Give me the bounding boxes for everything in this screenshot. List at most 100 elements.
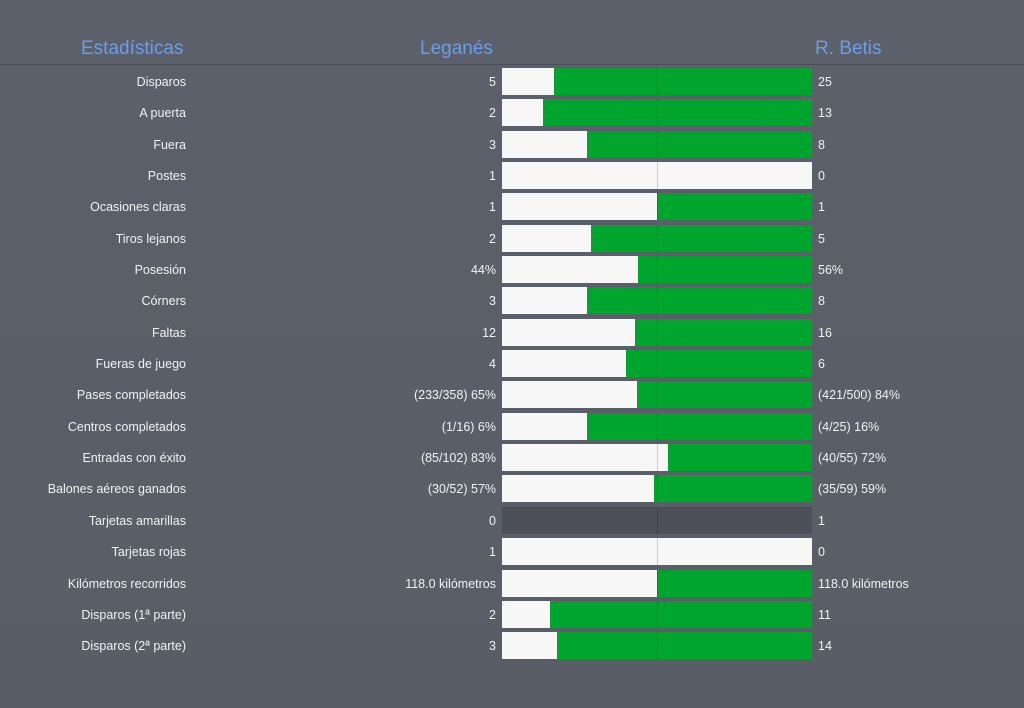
bar-center-line xyxy=(657,287,658,315)
stat-row: Kilómetros recorridos 118.0 kilómetros 118… xyxy=(0,568,1024,599)
stat-label: Entradas con éxito xyxy=(82,451,186,466)
stat-row: Fuera 3 8 xyxy=(0,129,1024,160)
home-team-name[interactable]: Leganés xyxy=(420,38,493,59)
home-value: 2 xyxy=(489,607,496,622)
away-value: 1 xyxy=(818,513,825,528)
away-bar-fill xyxy=(654,475,812,503)
home-bar-fill xyxy=(502,600,550,628)
stat-label: Postes xyxy=(147,169,186,184)
away-value: (40/55) 72% xyxy=(818,451,887,466)
stat-label: Disparos (2ª parte) xyxy=(81,639,186,654)
home-bar-fill xyxy=(502,475,654,503)
away-value: 13 xyxy=(818,106,832,121)
away-bar-fill xyxy=(638,256,812,284)
stat-row: Tarjetas amarillas 0 1 xyxy=(0,505,1024,536)
stat-row: Tarjetas rojas 1 0 xyxy=(0,536,1024,567)
home-bar-fill xyxy=(502,412,587,440)
bar-center-line xyxy=(657,538,658,566)
away-bar-fill xyxy=(668,444,812,472)
stat-row: Centros completados (1/16) 6% (4/25) 16% xyxy=(0,411,1024,442)
stat-row: Fueras de juego 4 6 xyxy=(0,348,1024,379)
home-bar-fill xyxy=(502,130,587,158)
stat-row: Posesión 44% 56% xyxy=(0,254,1024,285)
away-bar-fill xyxy=(550,600,812,628)
stat-label: Ocasiones claras xyxy=(90,200,186,215)
stats-list: Disparos 5 25 A puerta 2 13 Fuera 3 8 Postes 1 0 Oca… xyxy=(0,66,1024,662)
bar-center-line xyxy=(657,162,658,190)
bar-center-line xyxy=(657,256,658,284)
stat-label: Centros completados xyxy=(67,419,186,434)
away-bar-fill xyxy=(657,569,812,597)
bar-center-line xyxy=(657,569,658,597)
away-value: 25 xyxy=(818,75,832,89)
comparison-bar xyxy=(502,162,812,190)
away-team-name[interactable]: R. Betis xyxy=(815,38,882,59)
away-value: (35/59) 59% xyxy=(818,482,887,497)
home-value: 0 xyxy=(489,513,496,528)
home-value: 3 xyxy=(489,294,496,309)
away-value: (4/25) 16% xyxy=(818,419,880,434)
away-value: 6 xyxy=(818,357,825,372)
stat-row: Tiros lejanos 2 5 xyxy=(0,223,1024,254)
comparison-bar xyxy=(502,193,812,221)
bar-center-line xyxy=(657,475,658,503)
away-value: 0 xyxy=(818,169,825,184)
stat-row: Postes 1 0 xyxy=(0,160,1024,191)
bar-center-line xyxy=(657,68,658,95)
home-value: 1 xyxy=(489,545,496,560)
home-bar-fill xyxy=(502,256,638,284)
stat-label: Tarjetas amarillas xyxy=(88,513,186,528)
home-value: 3 xyxy=(489,137,496,152)
comparison-bar xyxy=(502,350,812,378)
away-bar-fill xyxy=(626,350,812,378)
home-bar-fill xyxy=(502,224,591,252)
comparison-bar xyxy=(502,475,812,503)
comparison-bar xyxy=(502,68,812,95)
comparison-bar xyxy=(502,287,812,315)
stat-label: Faltas xyxy=(151,325,186,340)
stat-row: Disparos (1ª parte) 2 11 xyxy=(0,599,1024,630)
away-bar-fill xyxy=(637,381,812,409)
home-bar-fill xyxy=(502,444,668,472)
away-bar-fill xyxy=(587,130,812,158)
bar-center-line xyxy=(657,444,658,472)
stats-header: Estadísticas Leganés R. Betis xyxy=(0,36,1024,65)
away-bar-fill xyxy=(587,412,812,440)
bar-center-line xyxy=(657,350,658,378)
away-bar-fill xyxy=(657,193,812,221)
home-value: 44% xyxy=(470,263,496,278)
stat-row: Pases completados (233/358) 65% (421/500) … xyxy=(0,379,1024,410)
stat-label: Tarjetas rojas xyxy=(111,545,186,560)
bar-center-line xyxy=(657,600,658,628)
stat-label: Posesión xyxy=(134,263,186,278)
stat-label: A puerta xyxy=(139,106,186,121)
comparison-bar xyxy=(502,224,812,252)
stat-label: Tiros lejanos xyxy=(115,231,186,246)
away-value: 11 xyxy=(818,607,831,622)
stat-label: Kilómetros recorridos xyxy=(67,576,186,591)
away-value: 56% xyxy=(818,263,844,278)
bar-center-line xyxy=(657,506,658,534)
stat-label: Córners xyxy=(141,294,186,309)
home-value: (85/102) 83% xyxy=(420,451,496,466)
comparison-bar xyxy=(502,506,812,534)
stat-row: Entradas con éxito (85/102) 83% (40/55) 72… xyxy=(0,442,1024,473)
bar-center-line xyxy=(657,193,658,221)
home-value: 4 xyxy=(489,357,496,372)
away-value: 8 xyxy=(818,294,825,309)
home-value: 1 xyxy=(489,169,496,184)
home-value: 118.0 kilómetros xyxy=(405,576,496,591)
stat-row: Balones aéreos ganados (30/52) 57% (35/59)… xyxy=(0,473,1024,504)
away-value: 0 xyxy=(818,545,825,560)
comparison-bar xyxy=(502,130,812,158)
bar-center-line xyxy=(657,632,658,660)
home-value: 3 xyxy=(489,639,496,654)
comparison-bar xyxy=(502,632,812,660)
home-bar-fill xyxy=(502,538,812,566)
comparison-bar xyxy=(502,412,812,440)
home-bar-fill xyxy=(502,632,557,660)
bar-center-line xyxy=(657,224,658,252)
away-bar-fill xyxy=(635,318,812,346)
comparison-bar xyxy=(502,600,812,628)
stat-label: Fueras de juego xyxy=(95,357,186,372)
